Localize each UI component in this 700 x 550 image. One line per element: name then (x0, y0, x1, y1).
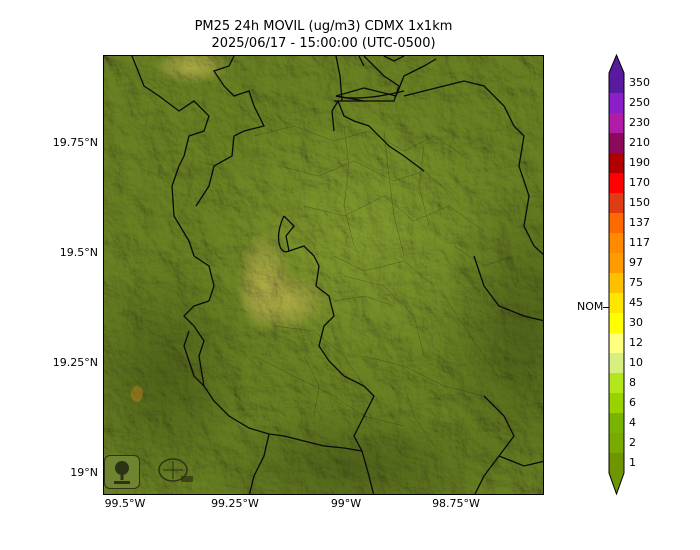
colorbar-extend-min (609, 473, 624, 494)
lat-label: 19°N (70, 466, 98, 479)
colorbar-tick-label: 137 (629, 216, 650, 229)
colorbar-cell (609, 353, 624, 374)
lon-label: 98.75°W (432, 497, 480, 510)
colorbar-tick-label: 8 (629, 376, 636, 389)
colorbar-tick-label: 30 (629, 316, 643, 329)
colorbar-tick-label: 6 (629, 396, 636, 409)
colorbar-tick-label: 10 (629, 356, 643, 369)
colorbar-cell (609, 213, 624, 234)
colorbar-cell (609, 93, 624, 114)
sedema-logo (104, 455, 140, 489)
colorbar-cell (609, 333, 624, 354)
hillshade-layer (104, 56, 543, 494)
colorbar-cell (609, 233, 624, 254)
colorbar-tick-label: 2 (629, 436, 636, 449)
terrain-map (104, 56, 543, 494)
lat-label: 19.25°N (52, 356, 98, 369)
colorbar-tick-label: 75 (629, 276, 643, 289)
colorbar-cell (609, 113, 624, 134)
colorbar-tick-label: 190 (629, 156, 650, 169)
map-panel[interactable] (103, 55, 544, 495)
colorbar-cell (609, 293, 624, 314)
map-timestamp: 2025/06/17 - 15:00:00 (UTC-0500) (211, 36, 436, 51)
colorbar-tick-label: 230 (629, 116, 650, 129)
colorbar-cell (609, 73, 624, 94)
colorbar-extend-max (609, 55, 624, 73)
nom-threshold-tick (603, 307, 609, 308)
municipal-borders (253, 125, 515, 447)
colorbar-cell (609, 133, 624, 154)
colorbar-cell (609, 193, 624, 214)
state-borders (131, 56, 543, 494)
colorbar-cell (609, 433, 624, 454)
colorbar (608, 53, 625, 496)
colorbar-cell (609, 273, 624, 294)
lon-label: 99.5°W (104, 497, 146, 510)
colorbar-tick-label: 170 (629, 176, 650, 189)
cdmx-government-logo (155, 456, 195, 486)
colorbar-tick-label: 97 (629, 256, 643, 269)
colorbar-tick-label: 4 (629, 416, 636, 429)
map-title: PM25 24h MOVIL (ug/m3) CDMX 1x1km (194, 19, 453, 34)
colorbar-cell (609, 413, 624, 434)
colorbar-cell (609, 253, 624, 274)
lat-label: 19.5°N (59, 246, 98, 259)
colorbar-tick-label: 210 (629, 136, 650, 149)
colorbar-tick-label: 250 (629, 96, 650, 109)
colorbar-cell (609, 453, 624, 474)
colorbar-tick-label: 150 (629, 196, 650, 209)
lat-label: 19.75°N (52, 136, 98, 149)
colorbar-tick-label: 12 (629, 336, 643, 349)
colorbar-tick-label: 45 (629, 296, 643, 309)
colorbar-tick-label: 117 (629, 236, 650, 249)
lon-label: 99.25°W (211, 497, 259, 510)
colorbar-cell (609, 313, 624, 334)
colorbar-cell (609, 173, 624, 194)
lon-label: 99°W (330, 497, 362, 510)
nom-threshold-label: NOM (577, 300, 604, 313)
colorbar-tick-label: 1 (629, 456, 636, 469)
colorbar-tick-label: 350 (629, 76, 650, 89)
colorbar-cell (609, 153, 624, 174)
colorbar-cell (609, 373, 624, 394)
colorbar-cell (609, 393, 624, 414)
